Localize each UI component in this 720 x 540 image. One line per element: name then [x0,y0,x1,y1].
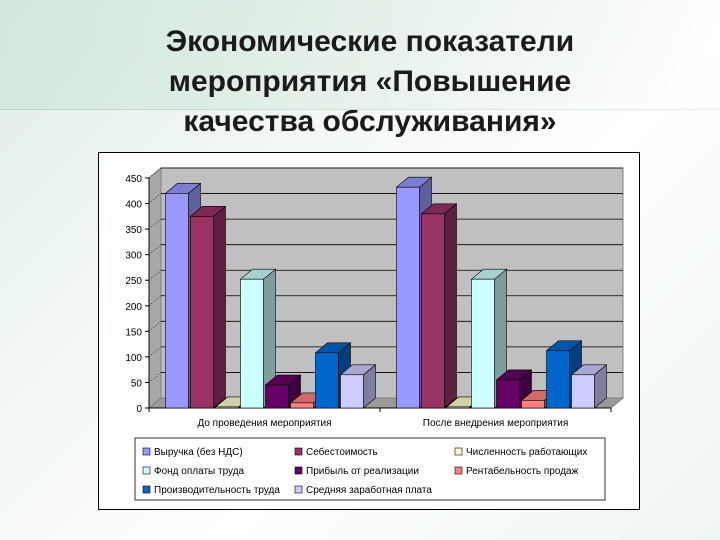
legend-swatch [142,466,151,475]
bar-2-6 [521,400,545,409]
bar-2-3 [446,406,470,409]
bar-2-2-side [444,203,457,409]
title-line-1: Экономические показатели [165,25,575,58]
x-category-label: До проведения мероприятия [197,418,331,429]
bar-1-3 [215,406,239,409]
legend-swatch [454,466,463,475]
bar-1-5 [265,384,289,409]
bar-1-1 [165,193,189,409]
title-line-2: мероприятия «Повышение [168,65,572,98]
y-tick-label: 400 [125,200,142,211]
y-tick-label: 100 [125,353,142,364]
bar-2-1 [396,186,420,409]
bar-2-7 [546,350,570,409]
legend-swatch [294,466,303,475]
y-tick-label: 0 [136,404,142,415]
legend-swatch [142,447,151,456]
bar-1-2 [190,216,214,409]
legend-label: Производительность труда [154,485,280,496]
bar-2-5 [496,379,520,409]
y-tick-label: 150 [125,327,142,338]
y-tick-label: 300 [125,251,142,262]
legend-label: Себестоимость [306,446,378,458]
legend-swatch [454,447,463,456]
y-tick-label: 350 [125,225,142,236]
bar-1-2-side [213,205,226,409]
bar-1-6 [290,402,314,409]
legend-label: Выручка (без НДС) [154,446,243,458]
legend-swatch [294,447,303,456]
legend-label: Рентабельность продаж [466,465,579,477]
bar-1-8 [340,374,364,409]
y-tick-label: 200 [125,302,142,313]
plot-side-wall [148,166,162,410]
chart-frame: 0 50 100 150 200 250 300 350 400 450 До проведения… [98,152,640,510]
legend-label: Фонд оплаты труда [154,466,245,477]
y-tick-label: 250 [125,276,142,287]
y-tick-label: 50 [131,378,143,389]
title-divider [0,109,720,110]
y-tick-label: 450 [125,174,142,185]
legend-label: Средняя заработная плата [306,484,432,496]
bar-1-7 [315,352,339,409]
bar-2-2 [421,213,445,409]
bar-1-4 [240,278,264,409]
slide-title: Экономические показатели мероприятия «По… [110,22,630,142]
title-line-3: качества обслуживания» [183,105,557,138]
x-category-label: После внедрения мероприятия [423,418,568,429]
legend-swatch [142,485,151,494]
bar-chart: 0 50 100 150 200 250 300 350 400 450 До проведения… [125,166,625,501]
legend-label: Численность работающих [466,446,587,458]
title-band [0,0,720,110]
bar-2-8 [571,374,595,409]
legend-swatch [294,485,303,494]
bar-2-4 [471,278,495,409]
legend-label: Прибыль от реализации [306,465,419,477]
legend-box [134,437,606,501]
